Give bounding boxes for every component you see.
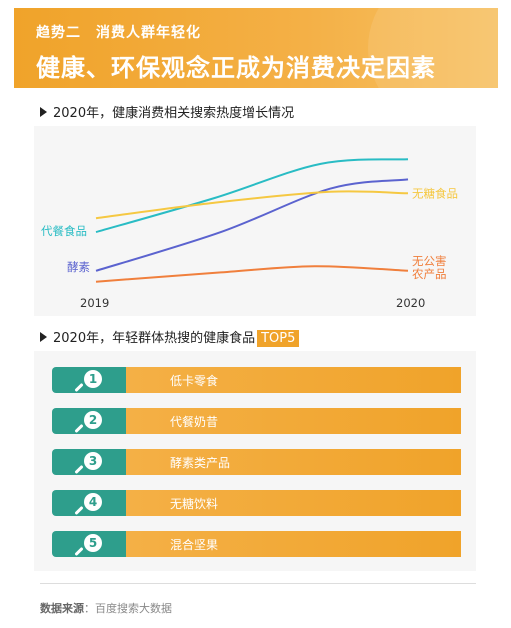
series-label: 无糖食品 [412, 186, 458, 200]
rank-bar: 代餐奶昔 [126, 408, 461, 434]
item-label: 无糖饮料 [170, 497, 219, 511]
item-label: 低卡零食 [170, 374, 219, 388]
x-tick-label: 2019 [80, 296, 109, 310]
source-label: 数据来源 [40, 602, 84, 615]
series-line [95, 190, 409, 220]
triangle-bullet-icon [40, 332, 47, 342]
series-label: 酵素 [67, 260, 90, 274]
rank-number: 1 [84, 370, 102, 388]
series-line [95, 178, 409, 272]
rank-bar: 酵素类产品 [126, 449, 461, 475]
header-subtitle: 趋势二 消费人群年轻化 [36, 25, 201, 41]
magnifier-rank-icon: 2 [52, 408, 126, 434]
magnifier-rank-icon: 4 [52, 490, 126, 516]
list-item: 4 无糖饮料 [52, 490, 461, 516]
magnifier-handle [74, 464, 84, 475]
magnifier-handle [74, 505, 84, 516]
item-label: 酵素类产品 [170, 456, 231, 470]
section-heading-text: 2020年，年轻群体热搜的健康食品 [53, 331, 256, 346]
line-chart-panel: 代餐食品酵素 无糖食品无公害 农产品 2019 2020 [34, 126, 476, 316]
series-label: 农产品 [412, 267, 447, 281]
footer-divider [40, 583, 476, 584]
rank-number: 3 [84, 452, 102, 470]
item-label: 混合坚果 [170, 538, 219, 552]
section-heading-text: 2020年，健康消费相关搜索热度增长情况 [53, 106, 295, 121]
magnifier-rank-icon: 1 [52, 367, 126, 393]
series-label: 代餐食品 [41, 224, 87, 238]
magnifier-handle [74, 382, 84, 393]
item-label: 代餐奶昔 [170, 415, 219, 429]
rank-number: 5 [84, 534, 102, 552]
rank-bar: 混合坚果 [126, 531, 461, 557]
series-label: 无公害 [412, 254, 447, 268]
x-tick-label: 2020 [396, 296, 425, 310]
magnifier-rank-icon: 3 [52, 449, 126, 475]
source-value: 百度搜索大数据 [95, 602, 172, 615]
list-item: 2 代餐奶昔 [52, 408, 461, 434]
rank-number: 2 [84, 411, 102, 429]
series-line [95, 265, 409, 283]
top5-badge: TOP5 [257, 330, 300, 347]
triangle-bullet-icon [40, 107, 47, 117]
header-title: 健康、环保观念正成为消费决定因素 [36, 53, 436, 82]
magnifier-rank-icon: 5 [52, 531, 126, 557]
top5-list: 1 低卡零食 2 代餐奶昔 3 酵素类产品 4 无糖饮料 [34, 351, 476, 571]
header-banner: 趋势二 消费人群年轻化 健康、环保观念正成为消费决定因素 [14, 8, 498, 88]
list-item: 5 混合坚果 [52, 531, 461, 557]
source-separator: ： [84, 602, 95, 615]
magnifier-handle [74, 546, 84, 557]
rank-bar: 无糖饮料 [126, 490, 461, 516]
section-heading-top5: 2020年，年轻群体热搜的健康食品 TOP5 [40, 327, 300, 347]
list-item: 1 低卡零食 [52, 367, 461, 393]
section-heading-trend: 2020年，健康消费相关搜索热度增长情况 [40, 102, 294, 121]
series-line [95, 158, 409, 234]
rank-bar: 低卡零食 [126, 367, 461, 393]
data-source: 数据来源：百度搜索大数据 [40, 600, 172, 616]
list-item: 3 酵素类产品 [52, 449, 461, 475]
rank-number: 4 [84, 493, 102, 511]
magnifier-handle [74, 423, 84, 434]
